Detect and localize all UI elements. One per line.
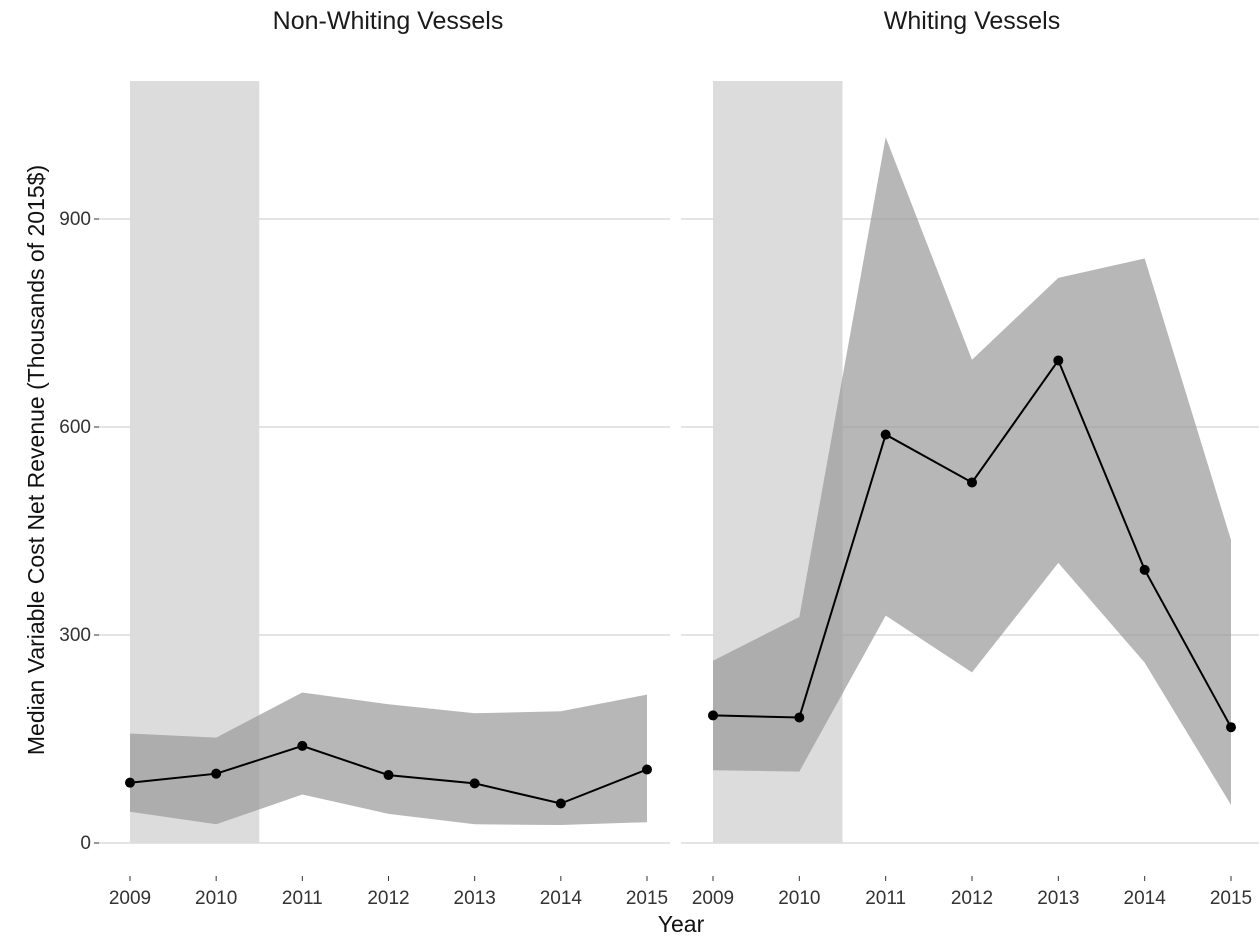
data-point-2009 xyxy=(125,777,135,788)
data-point-2013 xyxy=(469,778,480,789)
data-point-2013 xyxy=(1053,355,1064,366)
data-point-2015 xyxy=(1226,722,1236,733)
median-points xyxy=(708,355,1236,733)
x-tick-label: 2014 xyxy=(540,888,583,909)
x-tick-label: 2013 xyxy=(454,888,496,909)
data-point-2012 xyxy=(383,770,394,781)
panel-whiting: 2009 2010 2011 2012 2013 2014 2015 Whiting Ves… xyxy=(681,7,1259,909)
data-point-2012 xyxy=(967,477,977,488)
data-point-2010 xyxy=(794,712,805,723)
x-tick-label: 2015 xyxy=(1210,888,1252,909)
x-tick-label: 2010 xyxy=(195,888,237,909)
shaded-period xyxy=(130,81,260,843)
data-point-2011 xyxy=(880,429,891,440)
data-point-2014 xyxy=(1139,564,1150,575)
confidence-ribbon xyxy=(713,137,1231,805)
x-tick-label: 2015 xyxy=(626,888,668,909)
y-axis: 0 300 600 900 xyxy=(59,209,99,854)
data-point-2014 xyxy=(555,798,566,809)
x-tick-labels: 2009 2010 2011 2012 2013 2014 2015 xyxy=(692,876,1252,909)
x-tick-label: 2009 xyxy=(692,888,734,909)
data-point-2009 xyxy=(708,710,718,721)
data-point-2011 xyxy=(297,740,308,751)
y-tick-label: 300 xyxy=(59,625,91,646)
panel-title: Whiting Vessels xyxy=(884,7,1060,35)
y-tick-label: 600 xyxy=(59,417,91,438)
data-point-2010 xyxy=(211,768,222,779)
panel-non-whiting: 2009 2010 2011 2012 2013 2014 2015 Non-Whiting… xyxy=(99,7,670,909)
panel-title: Non-Whiting Vessels xyxy=(273,7,504,35)
data-point-2015 xyxy=(642,764,652,775)
x-tick-labels: 2009 2010 2011 2012 2013 2014 2015 xyxy=(109,876,668,909)
shaded-period-rect xyxy=(130,81,260,843)
x-tick-label: 2013 xyxy=(1037,888,1079,909)
confidence-ribbon xyxy=(130,692,647,825)
ribbon-area xyxy=(130,692,647,825)
y-axis-title: Median Variable Cost Net Revenue (Thousa… xyxy=(23,165,49,755)
ribbon-area xyxy=(713,137,1231,805)
x-tick-label: 2009 xyxy=(109,888,151,909)
x-tick-label: 2011 xyxy=(865,888,906,909)
x-tick-label: 2012 xyxy=(367,888,409,909)
x-axis-title: Year xyxy=(658,911,705,937)
y-tick-label: 900 xyxy=(59,209,91,230)
median-points xyxy=(125,740,652,809)
x-tick-label: 2014 xyxy=(1124,888,1167,909)
x-tick-label: 2010 xyxy=(778,888,820,909)
x-tick-label: 2012 xyxy=(951,888,993,909)
x-tick-label: 2011 xyxy=(282,888,323,909)
y-tick-label: 0 xyxy=(80,833,91,854)
